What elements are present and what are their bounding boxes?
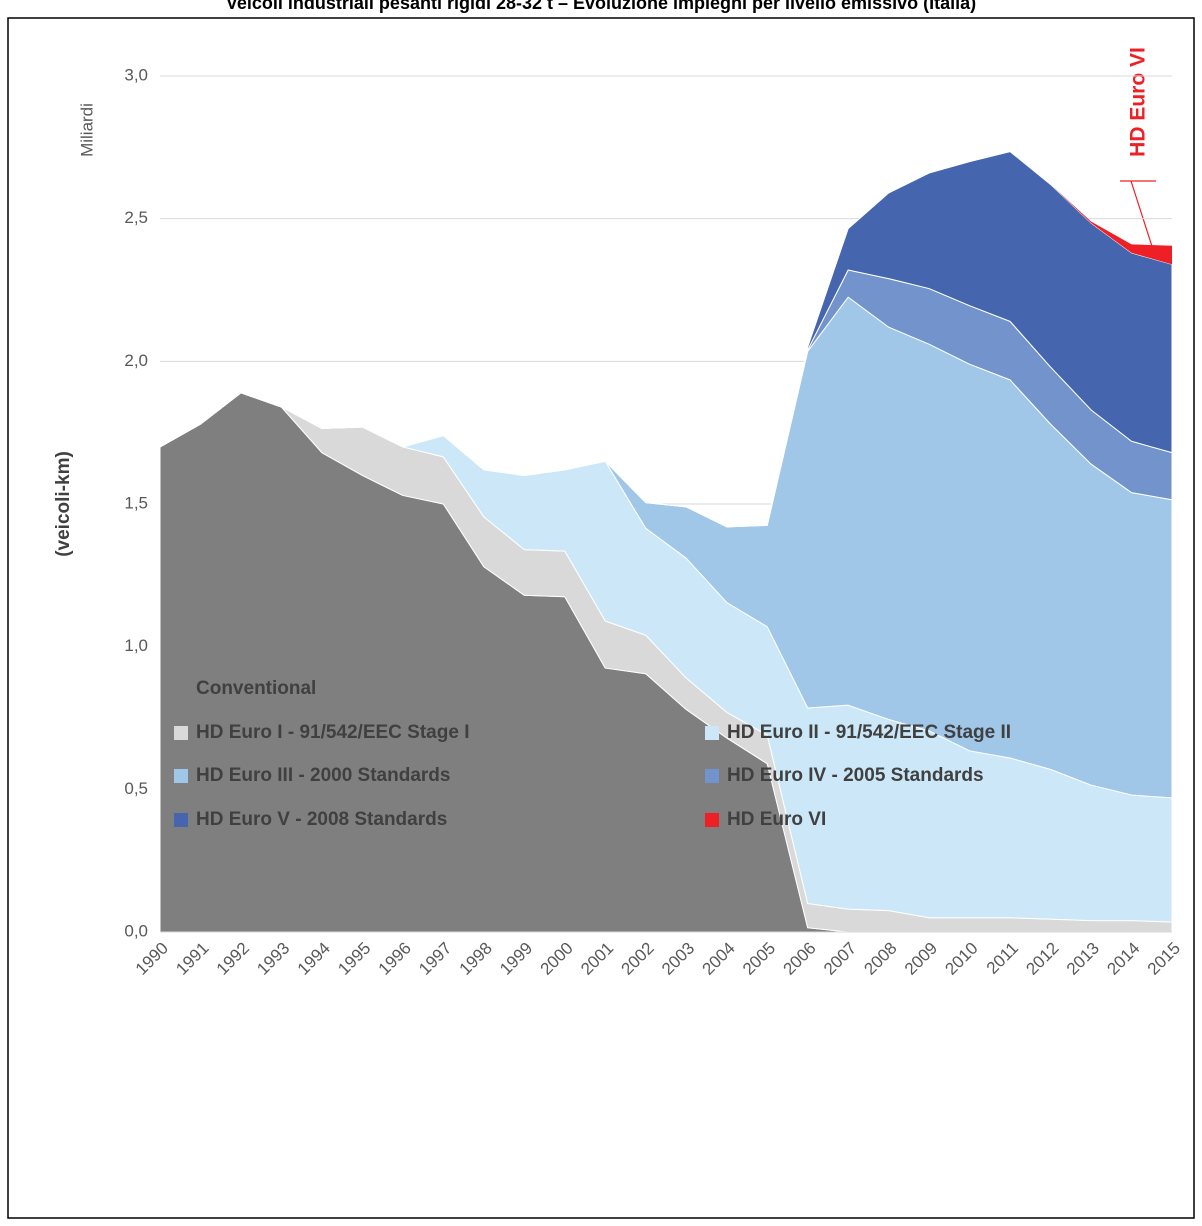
annotation: HD Euro VI bbox=[1127, 47, 1150, 157]
x-tick-label: 2005 bbox=[739, 939, 779, 979]
x-tick-label: 2015 bbox=[1144, 939, 1184, 979]
x-tick-label: 1994 bbox=[294, 939, 334, 979]
y-tick-label: 2,0 bbox=[124, 351, 148, 370]
x-tick-label: 2002 bbox=[618, 939, 658, 979]
legend-label: HD Euro II - 91/542/EEC Stage II bbox=[727, 722, 1011, 743]
x-tick-label: 1999 bbox=[496, 939, 536, 979]
x-tick-label: 2012 bbox=[1022, 939, 1062, 979]
x-tick-label: 2004 bbox=[699, 939, 739, 979]
legend-swatch bbox=[174, 726, 188, 740]
x-tick-label: 2011 bbox=[983, 939, 1022, 978]
x-tick-label: 1998 bbox=[456, 939, 496, 979]
x-tick-label: 2003 bbox=[658, 939, 698, 979]
x-tick-label: 2009 bbox=[901, 939, 941, 979]
y-tick-label: 2,5 bbox=[124, 208, 148, 227]
legend-swatch bbox=[705, 813, 719, 827]
legend-label: HD Euro IV - 2005 Standards bbox=[727, 765, 984, 786]
legend-label: Conventional bbox=[196, 678, 316, 699]
legend-label: HD Euro VI bbox=[727, 809, 826, 830]
x-tick-label: 1995 bbox=[334, 939, 374, 979]
x-tick-label: 2013 bbox=[1063, 939, 1103, 979]
x-tick-label: 2014 bbox=[1103, 939, 1143, 979]
frame bbox=[7, 17, 1195, 1219]
x-tick-label: 1992 bbox=[213, 939, 253, 979]
x-tick-label: 1990 bbox=[132, 939, 172, 979]
legend-swatch bbox=[705, 769, 719, 783]
x-tick-label: 2008 bbox=[860, 939, 900, 979]
area bbox=[159, 151, 1173, 528]
x-tick-label: 2006 bbox=[779, 939, 819, 979]
legend-swatch bbox=[174, 682, 188, 696]
x-tick-label: 1996 bbox=[375, 939, 415, 979]
y-tick-label: 0,5 bbox=[124, 779, 148, 798]
y-tick-label: 3,0 bbox=[124, 65, 148, 84]
legend-swatch bbox=[174, 769, 188, 783]
x-tick-label: 2001 bbox=[577, 939, 617, 979]
legend-label: HD Euro III - 2000 Standards bbox=[196, 765, 450, 786]
legend-swatch bbox=[174, 813, 188, 827]
y-tick-label: 1,0 bbox=[124, 636, 148, 655]
legend-label: HD Euro V - 2008 Standards bbox=[196, 809, 447, 830]
legend-label: HD Euro I - 91/542/EEC Stage I bbox=[196, 722, 469, 743]
x-tick-label: 1993 bbox=[253, 939, 293, 979]
x-tick-label: 1997 bbox=[415, 939, 455, 979]
y-unit: Miliardi bbox=[77, 103, 96, 157]
x-tick-label: 2010 bbox=[941, 939, 981, 979]
legend-swatch bbox=[705, 726, 719, 740]
x-tick-label: 2000 bbox=[537, 939, 577, 979]
y-tick-label: 1,5 bbox=[124, 493, 148, 512]
y-tick-label: 0,0 bbox=[124, 921, 148, 940]
x-tick-label: 2007 bbox=[820, 939, 860, 979]
chart-title: Veicoli industriali pesanti rigidi 28-32… bbox=[226, 0, 976, 13]
x-tick-label: 1991 bbox=[172, 939, 212, 979]
y-axis-label: (veicoli-km) bbox=[53, 451, 74, 557]
